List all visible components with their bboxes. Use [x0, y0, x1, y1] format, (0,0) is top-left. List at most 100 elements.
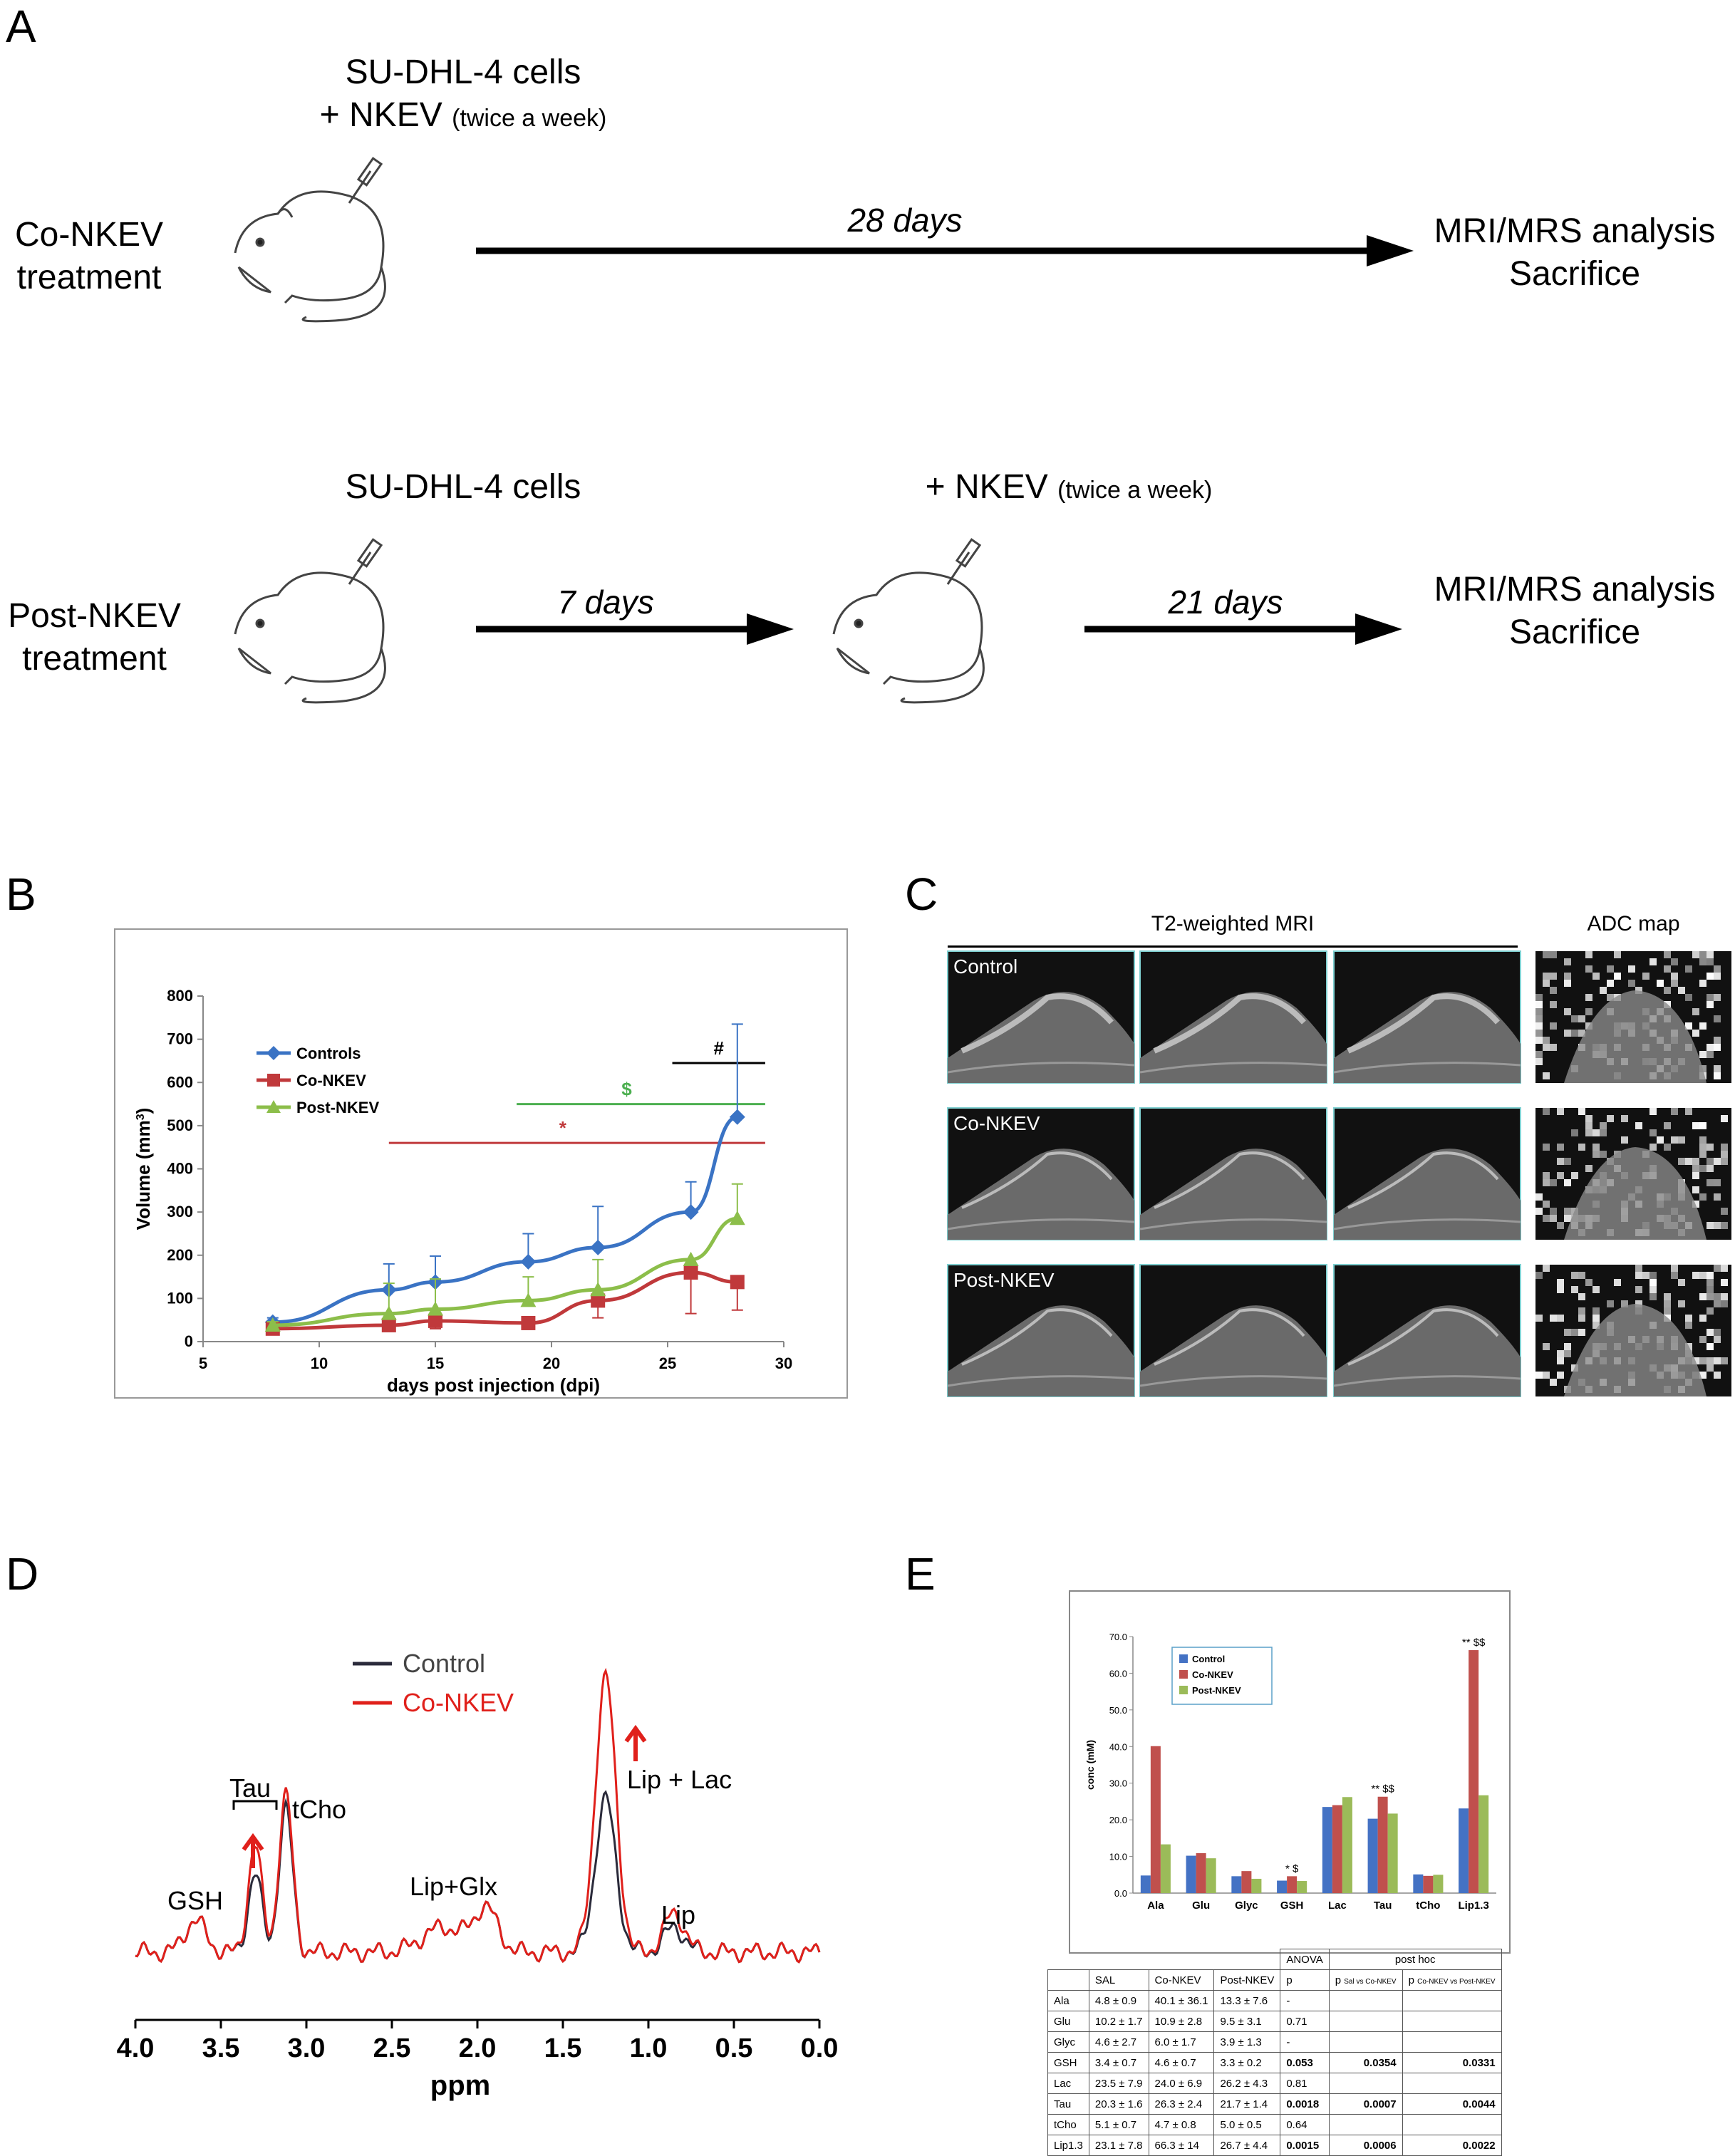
adc-voxel	[1543, 1144, 1550, 1151]
row1-duration: 28 days	[847, 202, 963, 239]
adc-voxel	[1550, 1208, 1557, 1215]
adc-voxel	[1649, 1144, 1657, 1151]
adc-voxel	[1671, 980, 1678, 987]
legend-label: Co-NKEV	[1192, 1669, 1233, 1680]
adc-voxel	[1692, 1165, 1699, 1172]
adc-voxel	[1714, 1336, 1721, 1343]
adc-voxel	[1721, 1293, 1728, 1300]
adc-voxel	[1635, 1286, 1642, 1293]
table-cell: 21.7 ± 1.4	[1213, 2093, 1281, 2115]
ppm-tick-label: 4.0	[117, 2033, 155, 2063]
adc-voxel	[1671, 1136, 1678, 1144]
category-label: Glyc	[1235, 1900, 1258, 1912]
adc-voxel	[1664, 1293, 1671, 1300]
adc-voxel	[1535, 1037, 1543, 1044]
adc-voxel	[1614, 1279, 1621, 1286]
bar-co-nkev	[1241, 1871, 1252, 1893]
table-group-anova: ANOVA	[1280, 1949, 1330, 1970]
adc-voxel	[1642, 973, 1649, 980]
mri-row-label: Post-NKEV	[953, 1269, 1055, 1291]
adc-voxel	[1671, 1265, 1678, 1272]
peak-label-gsh: GSH	[167, 1886, 223, 1915]
adc-voxel	[1706, 1357, 1714, 1364]
data-point	[381, 1317, 396, 1332]
x-tick-label: 15	[427, 1354, 444, 1372]
bar-co-nkev	[1377, 1796, 1388, 1893]
mri-contour	[1347, 1151, 1499, 1209]
adc-voxel	[1550, 1044, 1557, 1051]
mri-tissue	[948, 1149, 1134, 1240]
table-cell: 0.0018	[1280, 2093, 1330, 2115]
row2-end-line1: MRI/MRS analysis	[1434, 571, 1716, 608]
table-spacer	[1089, 1949, 1280, 1970]
adc-voxel	[1628, 980, 1635, 987]
adc-voxel	[1614, 973, 1621, 980]
adc-voxel	[1714, 1300, 1721, 1307]
significance-symbol: #	[713, 1037, 724, 1059]
adc-voxel	[1564, 1329, 1571, 1336]
y-tick-label: 600	[167, 1073, 193, 1091]
table-cell	[1328, 2073, 1403, 2094]
adc-voxel	[1649, 1279, 1657, 1286]
adc-voxel	[1699, 1022, 1706, 1030]
table-cell: 4.7 ± 0.8	[1148, 2114, 1215, 2135]
adc-voxel	[1557, 1315, 1564, 1322]
adc-voxel	[1543, 1179, 1550, 1186]
peak-label-lip-lac: Lip + Lac	[627, 1765, 732, 1794]
adc-voxel	[1607, 1115, 1614, 1122]
adc-voxel	[1543, 1172, 1550, 1179]
adc-voxel	[1714, 1293, 1721, 1300]
category-label: tCho	[1416, 1900, 1440, 1912]
table-cell: 0.0354	[1328, 2052, 1403, 2073]
mri-tissue	[1140, 1305, 1327, 1396]
adc-voxel	[1699, 1272, 1706, 1279]
adc-voxel	[1592, 1315, 1600, 1322]
mri-contour	[1347, 993, 1500, 1054]
table-cell: 0.81	[1280, 2073, 1330, 2094]
adc-voxel	[1635, 1272, 1642, 1279]
ppm-tick-label: 3.0	[288, 2033, 326, 2063]
adc-voxel	[1699, 1136, 1706, 1144]
y-tick-label: 300	[167, 1203, 193, 1220]
adc-voxel	[1699, 980, 1706, 987]
mri-image	[1333, 950, 1521, 1084]
row1-cells-line1: SU-DHL-4 cells	[345, 53, 581, 91]
adc-voxel	[1706, 1343, 1714, 1350]
adc-voxel	[1543, 980, 1550, 987]
adc-voxel	[1706, 1364, 1714, 1372]
adc-voxel	[1557, 1286, 1564, 1293]
data-point	[428, 1313, 442, 1328]
adc-voxel	[1714, 965, 1721, 973]
adc-voxel	[1592, 973, 1600, 980]
adc-voxel	[1564, 973, 1571, 980]
adc-voxel	[1557, 1372, 1564, 1379]
adc-voxel	[1685, 1158, 1692, 1165]
adc-voxel	[1543, 1343, 1550, 1350]
adc-voxel	[1535, 1272, 1543, 1279]
table-cell: 66.3 ± 14	[1148, 2135, 1215, 2156]
adc-voxel	[1706, 994, 1714, 1001]
adc-voxel	[1621, 1300, 1628, 1307]
table-cell	[1402, 2073, 1502, 2094]
ppm-tick-label: 2.5	[373, 2033, 411, 2063]
legend-label: Controls	[296, 1045, 361, 1062]
row1-cells-line2-wrap: + NKEV (twice a week)	[285, 94, 641, 137]
mri-contour	[1139, 1375, 1327, 1387]
adc-voxel	[1692, 1158, 1699, 1165]
adc-voxel	[1699, 951, 1706, 958]
adc-voxel	[1557, 1357, 1564, 1364]
adc-voxel	[1657, 1136, 1664, 1144]
adc-voxel	[1585, 951, 1592, 958]
y-tick-label: 50.0	[1109, 1705, 1127, 1716]
adc-voxel	[1721, 1357, 1728, 1364]
adc-voxel	[1585, 1115, 1592, 1122]
adc-voxel	[1657, 980, 1664, 987]
adc-voxel	[1535, 1051, 1543, 1058]
adc-voxel	[1571, 1286, 1578, 1293]
data-point	[729, 1109, 745, 1125]
mouse-injection-icon	[234, 157, 386, 323]
table-header-cell: p	[1280, 1969, 1330, 1991]
adc-voxel	[1706, 1222, 1714, 1229]
adc-voxel	[1714, 994, 1721, 1001]
row2-nkev: + NKEV	[925, 468, 1048, 506]
